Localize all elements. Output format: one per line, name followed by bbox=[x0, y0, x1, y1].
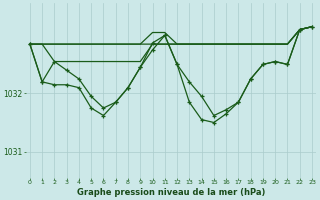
X-axis label: Graphe pression niveau de la mer (hPa): Graphe pression niveau de la mer (hPa) bbox=[77, 188, 265, 197]
